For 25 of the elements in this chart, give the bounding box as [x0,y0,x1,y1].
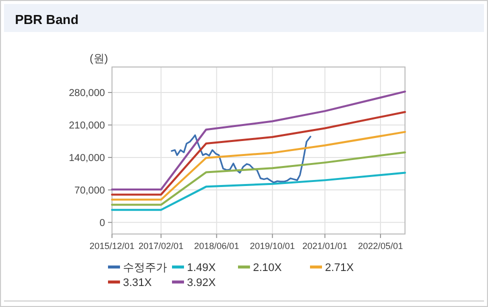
line-series [111,172,406,211]
line-series [111,130,406,201]
x-tick-label: 2018/06/01 [194,241,240,251]
line-series [111,110,406,196]
y-tick-label: 70,000 [74,185,106,196]
legend-label: 3.92X [187,277,216,289]
legend-label: 2.10X [253,262,282,274]
x-tick-label: 2022/05/01 [358,241,403,251]
y-tick-label: 210,000 [68,120,106,132]
x-tick-label: 2015/12/01 [89,241,135,251]
line-series [170,134,312,184]
line-series [111,151,406,206]
y-tick-label: 280,000 [68,88,106,100]
x-tick-label: 2017/02/01 [138,241,184,251]
x-tick-label: 2021/01/01 [302,241,348,251]
line-series [111,90,406,190]
chart-title: PBR Band [15,12,79,27]
legend-label: 수정주가 [123,262,167,274]
legend-label: 3.31X [123,277,152,289]
legend-label: 2.71X [325,262,354,274]
x-tick-label: 2019/10/01 [250,241,295,251]
y-axis-title: (원) [90,53,108,65]
legend-label: 1.49X [187,262,216,274]
y-tick-label: 140,000 [68,152,106,164]
y-tick-label: 0 [99,218,106,229]
